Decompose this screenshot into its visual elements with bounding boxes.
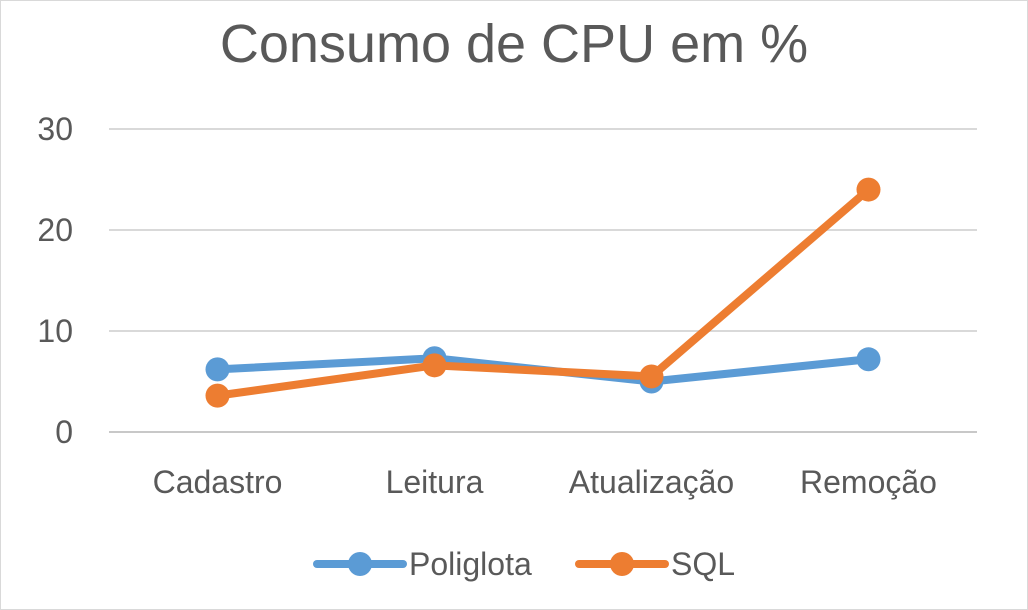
chart-title: Consumo de CPU em % bbox=[219, 14, 809, 74]
x-tick-label: Cadastro bbox=[153, 464, 283, 500]
legend-marker-poliglota bbox=[348, 552, 372, 576]
x-tick-label: Atualização bbox=[569, 464, 734, 500]
x-tick-label: Remoção bbox=[800, 464, 937, 500]
data-point-poliglota bbox=[856, 347, 881, 372]
data-point-sql bbox=[205, 383, 230, 408]
data-point-sql bbox=[856, 177, 881, 202]
data-point-poliglota bbox=[205, 357, 230, 382]
y-tick-label: 10 bbox=[37, 313, 73, 349]
y-tick-label: 0 bbox=[55, 414, 73, 450]
legend-marker-sql bbox=[610, 552, 634, 576]
y-tick-label: 30 bbox=[37, 111, 73, 147]
data-point-sql bbox=[422, 353, 447, 378]
legend-label-poliglota: Poliglota bbox=[409, 546, 532, 582]
series-line-sql bbox=[213, 185, 873, 400]
data-point-sql bbox=[639, 364, 664, 389]
legend-label-sql: SQL bbox=[671, 546, 735, 582]
y-tick-label: 20 bbox=[37, 212, 73, 248]
x-tick-label: Leitura bbox=[386, 464, 484, 500]
